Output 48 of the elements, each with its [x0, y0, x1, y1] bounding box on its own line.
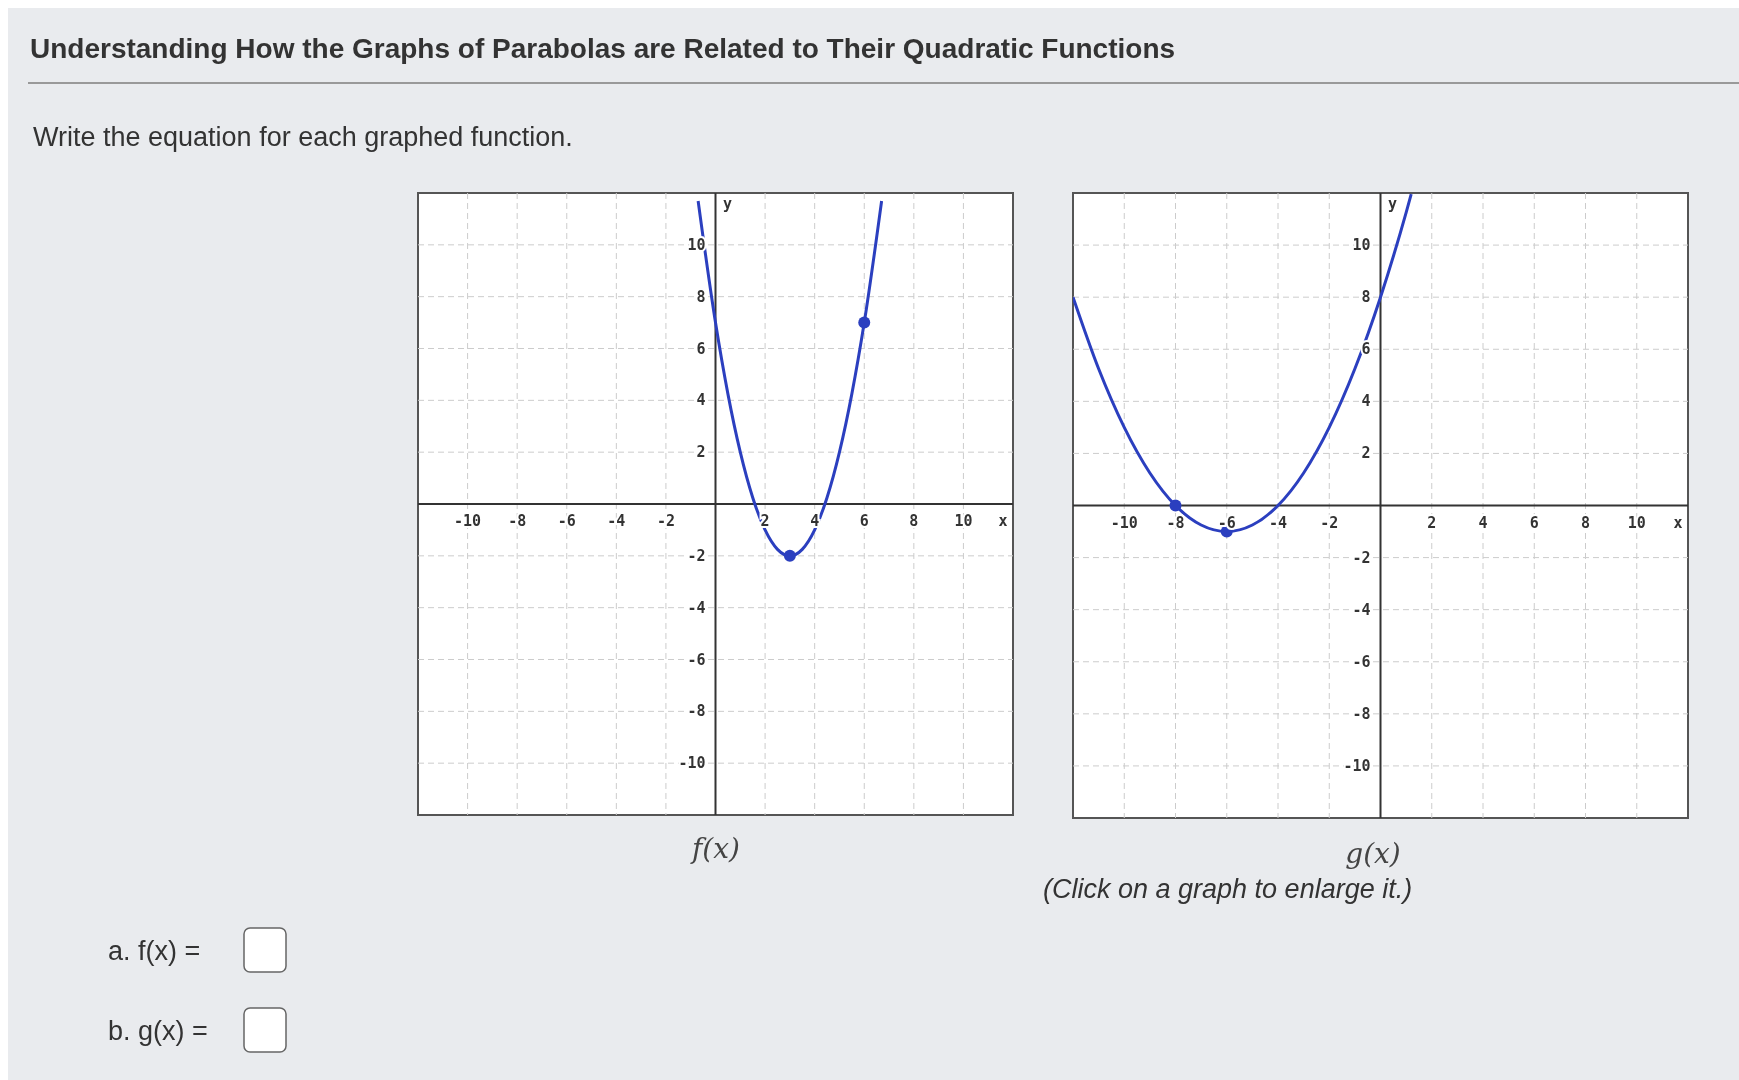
- x-tick-label: 8: [909, 512, 919, 530]
- y-tick-label: 10: [1352, 236, 1371, 255]
- x-tick-label: -10: [1110, 513, 1138, 532]
- x-tick-label: -4: [607, 512, 626, 530]
- x-tick-label: -2: [656, 512, 675, 530]
- y-tick-label: -6: [687, 650, 706, 669]
- y-axis-title: y: [722, 195, 733, 213]
- y-axis-title: y: [1387, 195, 1398, 213]
- x-tick-label: 2: [1427, 513, 1437, 532]
- y-tick-label: 2: [1361, 444, 1371, 463]
- x-tick-label: 10: [954, 512, 973, 530]
- x-tick-label: 10: [1627, 513, 1646, 532]
- x-tick-label: -2: [1320, 513, 1339, 532]
- x-tick-label: 6: [1529, 513, 1539, 532]
- x-tick-label: -10: [454, 512, 482, 530]
- y-tick-label: -2: [1352, 548, 1371, 567]
- x-axis-title: x: [998, 512, 1008, 530]
- y-tick-label: -8: [687, 702, 706, 721]
- x-tick-label: 4: [1478, 513, 1488, 532]
- text: g(x): [1345, 837, 1401, 870]
- x-tick-label: 6: [859, 512, 869, 530]
- text: f(x): [689, 832, 741, 865]
- x-tick-label: -6: [1217, 513, 1236, 532]
- y-tick-label: -10: [1343, 756, 1371, 775]
- text: b. g(x) =: [108, 1016, 208, 1046]
- x-tick-label: -8: [508, 512, 527, 530]
- y-tick-label: 6: [696, 339, 706, 358]
- text: Write the equation for each graphed function.: [33, 122, 573, 152]
- text: (Click on a graph to enlarge it.): [1043, 874, 1413, 904]
- x-tick-label: -8: [1166, 513, 1185, 532]
- y-tick-label: -10: [678, 754, 706, 773]
- y-tick-label: 8: [696, 287, 706, 306]
- y-tick-label: -4: [687, 598, 706, 617]
- y-tick-label: 6: [1361, 340, 1371, 359]
- y-tick-label: -4: [1352, 600, 1371, 619]
- y-tick-label: -6: [1352, 652, 1371, 671]
- text: a. f(x) =: [108, 936, 201, 966]
- text: Understanding How the Graphs of Parabolas are Related to Their Quadratic Functions: [30, 33, 1176, 64]
- y-tick-label: 2: [696, 443, 706, 462]
- x-tick-label: -6: [557, 512, 576, 530]
- y-tick-label: 4: [696, 391, 706, 410]
- x-axis-title: x: [1673, 513, 1683, 532]
- y-tick-label: 4: [1361, 392, 1371, 411]
- x-tick-label: -4: [1268, 513, 1288, 532]
- y-tick-label: 8: [1361, 288, 1371, 307]
- y-tick-label: -2: [687, 546, 706, 565]
- x-tick-label: 8: [1580, 513, 1591, 532]
- y-tick-label: -8: [1352, 704, 1371, 723]
